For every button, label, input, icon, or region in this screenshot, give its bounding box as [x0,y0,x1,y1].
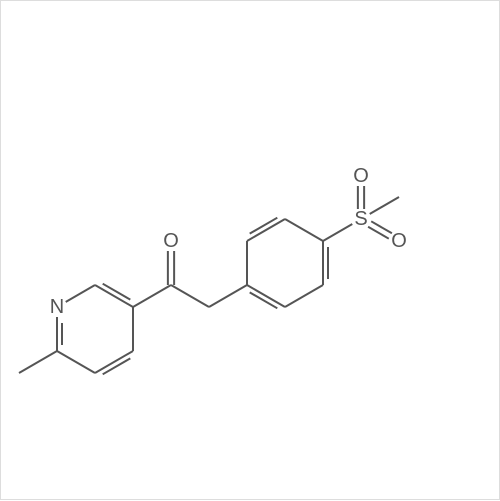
figure-frame: NOSOO [0,0,500,500]
atom-label-o: O [391,230,407,252]
atom-label-s: S [354,208,367,230]
molecule-diagram: NOSOO [1,1,500,501]
atom-label-o: O [353,165,369,187]
atom-label-o: O [163,230,179,252]
atom-label-n: N [50,296,64,318]
